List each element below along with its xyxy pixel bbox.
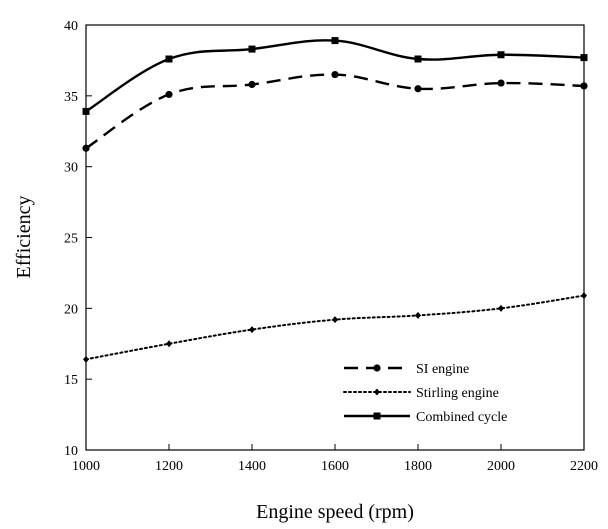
y-tick-label: 40 [64, 19, 78, 34]
x-tick-label: 1000 [72, 459, 100, 474]
y-tick-label: 10 [64, 444, 78, 459]
data-point-stirling-engine [415, 311, 421, 319]
y-tick-label: 30 [64, 161, 78, 176]
data-point-combined-cycle [331, 37, 339, 45]
y-tick-label: 35 [64, 90, 78, 105]
legend-swatch-marker [373, 412, 381, 420]
y-axis-ticks: 10 15 20 25 30 35 40 [64, 19, 92, 459]
data-point-combined-cycle [497, 51, 505, 59]
data-point-stirling-engine [332, 316, 338, 324]
x-tick-label: 1800 [404, 459, 432, 474]
legend-swatch-marker [374, 388, 380, 396]
x-tick-label: 1200 [155, 459, 183, 474]
legend-entry-combined-cycle: Combined cycle [344, 410, 507, 425]
series-combined-cycle [82, 37, 588, 115]
data-point-si-engine [82, 144, 90, 152]
legend-label: SI engine [416, 362, 469, 377]
legend-swatch-marker [373, 364, 381, 372]
x-tick-label: 2200 [570, 459, 598, 474]
legend-label: Stirling engine [416, 386, 499, 401]
series-stirling-engine [83, 292, 587, 363]
data-point-si-engine [414, 85, 422, 93]
series-line-si-engine [85, 73, 585, 150]
y-tick-label: 25 [64, 232, 78, 247]
plot-frame [85, 24, 585, 451]
data-point-stirling-engine [498, 304, 504, 312]
data-point-combined-cycle [580, 54, 588, 62]
y-axis-title: Efficiency [13, 196, 35, 279]
data-point-si-engine [497, 79, 505, 87]
legend-entry-stirling-engine: Stirling engine [343, 386, 499, 401]
y-tick-label: 20 [64, 302, 78, 317]
data-point-stirling-engine [581, 292, 587, 300]
legend-entry-si-engine: SI engine [344, 362, 469, 377]
legend-label: Combined cycle [416, 410, 507, 425]
data-point-combined-cycle [414, 55, 422, 63]
x-axis-title: Engine speed (rpm) [256, 501, 414, 523]
data-point-stirling-engine [166, 340, 172, 348]
series-line-stirling-engine [85, 294, 585, 361]
data-point-stirling-engine [83, 355, 89, 363]
series-si-engine [82, 70, 588, 152]
data-point-si-engine [331, 70, 339, 79]
x-tick-label: 1400 [238, 459, 266, 474]
y-tick-label: 15 [64, 373, 78, 388]
data-point-combined-cycle [248, 45, 256, 53]
data-point-si-engine [165, 90, 173, 99]
x-axis-ticks: 1000 1200 1400 1600 1800 2000 2200 [72, 444, 598, 474]
x-tick-label: 1600 [321, 459, 349, 474]
data-point-si-engine [580, 82, 588, 90]
legend: SI engine Stirling engine Combined cycle [343, 362, 507, 425]
data-point-combined-cycle [82, 107, 90, 115]
data-point-combined-cycle [165, 55, 173, 63]
series-layer [82, 37, 588, 363]
x-tick-label: 2000 [487, 459, 515, 474]
data-point-stirling-engine [249, 326, 255, 334]
data-point-si-engine [248, 80, 256, 89]
